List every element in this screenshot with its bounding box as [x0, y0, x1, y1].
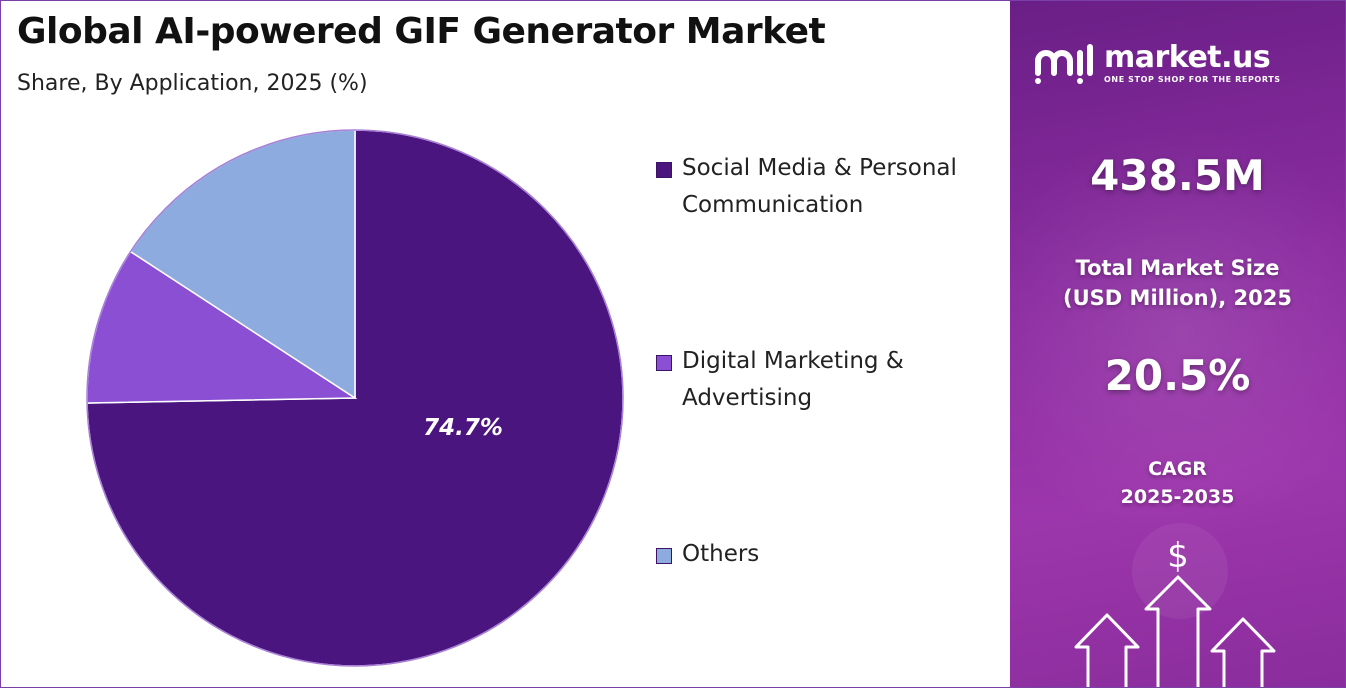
market-us-logo-icon [1035, 44, 1093, 84]
cagr-value: 20.5% [1104, 351, 1251, 400]
pie-chart: 74.7% [86, 129, 624, 667]
legend-label-digital-marketing: Digital Marketing & Advertising [682, 348, 904, 411]
market-size-value: 438.5M [1090, 151, 1265, 200]
legend-swatch-social-media [656, 162, 672, 178]
pie-outline [86, 129, 624, 667]
legend-item-digital-marketing: Digital Marketing & Advertising [656, 348, 992, 417]
legend-label-others: Others [682, 541, 760, 567]
cagr-label-line1: CAGR [1148, 458, 1207, 480]
chart-subtitle: Share, By Application, 2025 (%) [17, 71, 368, 96]
legend-item-social-media: Social Media & Personal Communication [656, 155, 992, 224]
legend-label-social-media: Social Media & Personal Communication [682, 155, 957, 218]
summary-sidebar: market.us ONE STOP SHOP FOR THE REPORTS … [1010, 1, 1345, 687]
legend-swatch-others [656, 548, 672, 564]
background-glow [1010, 121, 1345, 541]
legend-item-others: Others [656, 541, 992, 573]
chart-title: Global AI-powered GIF Generator Market [17, 11, 826, 52]
legend-swatch-digital-marketing [656, 355, 672, 371]
market-size-label-line2: (USD Million), 2025 [1063, 286, 1292, 310]
brand-tagline: ONE STOP SHOP FOR THE REPORTS [1104, 74, 1281, 84]
dollar-sign-icon: $ [1167, 536, 1189, 576]
brand-logo: market.us ONE STOP SHOP FOR THE REPORTS [1032, 39, 1281, 87]
market-size-label-line1: Total Market Size [1075, 256, 1280, 280]
chart-panel: Global AI-powered GIF Generator Market S… [1, 1, 1009, 687]
growth-arrows-icon: $ [1074, 523, 1276, 687]
chart-legend: Social Media & Personal Communication Di… [656, 1, 1006, 687]
brand-name: market.us [1104, 39, 1271, 75]
cagr-label-line2: 2025-2035 [1120, 486, 1235, 508]
data-label-social-media: 74.7% [423, 415, 503, 441]
